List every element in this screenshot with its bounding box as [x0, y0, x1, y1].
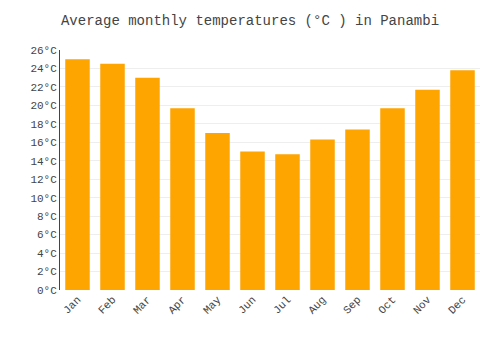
svg-text:10°C: 10°C: [30, 193, 57, 205]
svg-text:18°C: 18°C: [30, 119, 57, 131]
svg-text:Sep: Sep: [341, 294, 363, 316]
svg-text:0°C: 0°C: [37, 285, 57, 297]
svg-text:22°C: 22°C: [30, 82, 57, 94]
svg-text:24°C: 24°C: [30, 63, 57, 75]
svg-text:May: May: [201, 294, 224, 317]
svg-text:Aug: Aug: [306, 294, 328, 316]
svg-text:8°C: 8°C: [37, 211, 57, 223]
svg-text:20°C: 20°C: [30, 100, 57, 112]
svg-text:26°C: 26°C: [30, 45, 57, 57]
svg-text:Jan: Jan: [61, 294, 83, 316]
svg-text:4°C: 4°C: [37, 248, 57, 260]
svg-text:6°C: 6°C: [37, 229, 57, 241]
svg-text:Average monthly temperatures (: Average monthly temperatures (°C ) in Pa…: [61, 13, 439, 29]
svg-text:Feb: Feb: [96, 294, 118, 316]
svg-text:14°C: 14°C: [30, 156, 57, 168]
svg-text:Mar: Mar: [131, 294, 153, 316]
svg-text:Apr: Apr: [166, 294, 188, 316]
svg-text:16°C: 16°C: [30, 137, 57, 149]
svg-text:Oct: Oct: [376, 294, 398, 316]
svg-text:Jul: Jul: [271, 294, 293, 316]
svg-text:12°C: 12°C: [30, 174, 57, 186]
svg-text:Dec: Dec: [446, 294, 468, 316]
svg-text:Nov: Nov: [411, 294, 434, 317]
svg-text:Jun: Jun: [236, 294, 258, 316]
svg-text:2°C: 2°C: [37, 266, 57, 278]
